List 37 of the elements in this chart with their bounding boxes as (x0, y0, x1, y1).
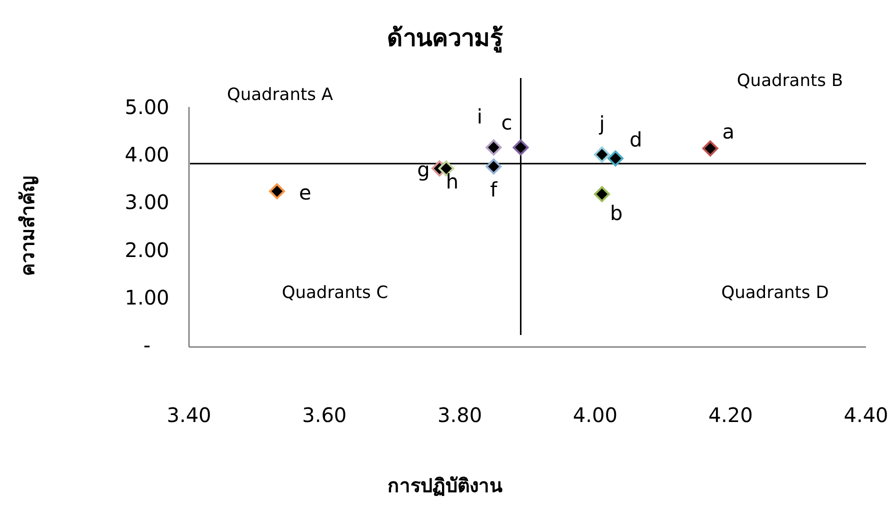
series-label: i (476, 104, 482, 128)
y-axis-title: ความสำคัญ (17, 176, 39, 276)
series-label: g (417, 157, 430, 182)
series-label: j (598, 112, 605, 136)
point (702, 140, 718, 156)
series-label: f (490, 178, 498, 202)
x-axis-title: การปฏิบัติงาน (388, 475, 502, 497)
series-label: d (630, 127, 642, 152)
series-label: h (446, 169, 459, 194)
series-label: e (299, 180, 312, 204)
annotation: Quadrants D (721, 283, 829, 303)
y-tick-label: 2.00 (124, 238, 170, 262)
y-tick-label: 3.00 (124, 190, 170, 214)
point (486, 139, 502, 156)
x-tick-label: 4.00 (572, 403, 618, 427)
point (608, 150, 624, 166)
text: Quadrants A (226, 85, 334, 105)
series-label: c (501, 110, 512, 134)
y-tick-label: 4.00 (124, 142, 170, 167)
x-tick-label: 3.80 (438, 403, 482, 427)
annotation: Quadrants C (282, 283, 388, 303)
point (594, 146, 610, 163)
series-label: b (610, 201, 623, 226)
point (594, 186, 610, 202)
text: Quadrants B (736, 71, 844, 91)
y-tick-label: 1.00 (124, 285, 170, 310)
point (486, 158, 502, 174)
x-tick-label: 3.60 (302, 403, 347, 427)
point (269, 183, 286, 200)
y-tick-label: - (143, 333, 151, 357)
x-tick-label: 4.40 (844, 403, 888, 427)
x-tick-label: 4.20 (708, 403, 753, 427)
y-tick-label: 5.00 (124, 95, 170, 119)
x-tick-label: 3.40 (166, 403, 212, 427)
series-label: a (722, 119, 735, 144)
chart-title: ด้านความรู้ (387, 24, 503, 53)
point (512, 139, 529, 156)
